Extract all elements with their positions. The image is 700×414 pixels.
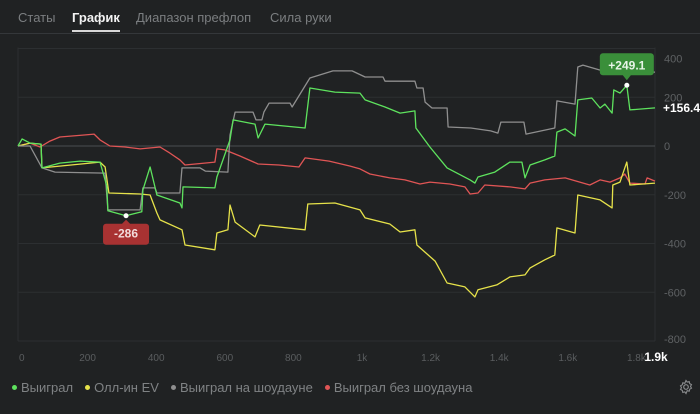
max-value-label: +249.1 bbox=[608, 58, 645, 72]
chart-legend: Выиграл Олл-ин EV Выиграл на шоудауне Вы… bbox=[12, 380, 472, 395]
tab-stats[interactable]: Статы bbox=[18, 10, 56, 25]
series-line-0 bbox=[17, 84, 656, 217]
max-point-marker bbox=[624, 82, 630, 88]
tab-graph[interactable]: График bbox=[72, 10, 120, 32]
y-tick-label: -400 bbox=[664, 239, 686, 251]
x-tick-label: 1k bbox=[357, 353, 369, 364]
x-tick-label: 1.2k bbox=[421, 353, 441, 364]
legend-dot bbox=[324, 385, 330, 390]
legend-item-showdown[interactable]: Выиграл на шоудауне bbox=[170, 380, 313, 395]
x-tick-label: 200 bbox=[79, 353, 96, 364]
min-value-label: -286 bbox=[114, 227, 138, 241]
settings-gear-icon[interactable] bbox=[678, 379, 694, 395]
legend-dot bbox=[85, 385, 91, 390]
min-value-badge bbox=[103, 219, 150, 245]
x-tick-label: 0 bbox=[19, 353, 25, 364]
legend-label: Выиграл без шоудауна bbox=[333, 380, 473, 395]
y-tick-label: -800 bbox=[664, 334, 686, 346]
y-tick-label: -200 bbox=[664, 190, 686, 202]
legend-dot bbox=[12, 385, 17, 390]
series-line-3 bbox=[17, 133, 656, 195]
legend-label: Олл-ин EV bbox=[94, 380, 159, 395]
legend-item-non-showdown[interactable]: Выиграл без шоудауна bbox=[324, 380, 473, 395]
x-end-label: 1.9k bbox=[644, 350, 668, 364]
x-tick-label: 1.4k bbox=[490, 353, 510, 364]
x-tick-label: 800 bbox=[285, 353, 302, 364]
legend-item-won[interactable]: Выиграл bbox=[12, 380, 73, 395]
legend-item-allin-ev[interactable]: Олл-ин EV bbox=[85, 380, 159, 395]
x-tick-label: 1.6k bbox=[558, 353, 578, 364]
end-value-label: +156.4 bbox=[663, 101, 700, 115]
x-tick-label: 600 bbox=[216, 353, 233, 364]
tab-hand-strength[interactable]: Сила руки bbox=[270, 10, 332, 25]
max-value-badge bbox=[599, 53, 654, 81]
tab-bar: Статы График Диапазон префлоп Сила руки bbox=[0, 0, 700, 34]
legend-label: Выиграл на шоудауне bbox=[179, 380, 313, 395]
min-point-marker bbox=[123, 213, 129, 219]
legend-dot bbox=[170, 385, 176, 390]
x-tick-label: 1.8k bbox=[627, 353, 647, 364]
y-tick-label: 0 bbox=[664, 141, 670, 153]
legend-label: Выиграл bbox=[21, 380, 74, 395]
series-line-2 bbox=[18, 64, 655, 211]
x-tick-label: 400 bbox=[148, 353, 165, 364]
y-tick-label: 400 bbox=[664, 54, 682, 66]
series-line-1 bbox=[17, 142, 656, 298]
y-tick-label: 200 bbox=[664, 92, 682, 104]
y-tick-label: -600 bbox=[664, 287, 686, 299]
tab-preflop-range[interactable]: Диапазон префлоп bbox=[136, 10, 252, 25]
